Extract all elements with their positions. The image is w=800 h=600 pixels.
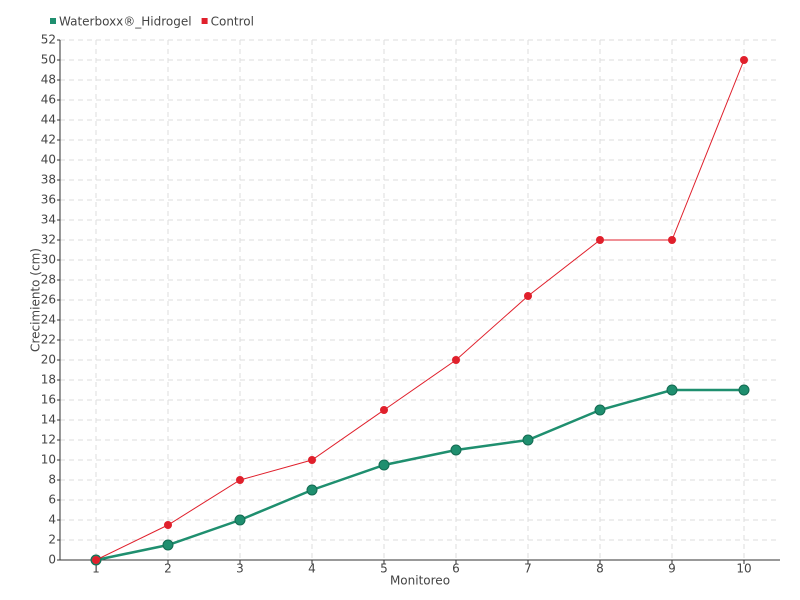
x-tick-label: 2 bbox=[164, 562, 172, 576]
y-tick-label: 50 bbox=[41, 53, 56, 67]
y-tick-label: 44 bbox=[41, 113, 56, 127]
data-point bbox=[308, 456, 316, 464]
y-tick-label: 20 bbox=[41, 353, 56, 367]
data-point bbox=[666, 384, 678, 396]
x-tick-label: 5 bbox=[380, 562, 388, 576]
y-tick-label: 36 bbox=[41, 193, 56, 207]
y-tick-label: 40 bbox=[41, 153, 56, 167]
y-tick-label: 42 bbox=[41, 133, 56, 147]
data-point bbox=[92, 556, 100, 564]
data-point bbox=[236, 476, 244, 484]
y-tick-label: 10 bbox=[41, 453, 56, 467]
y-tick-label: 2 bbox=[48, 533, 56, 547]
y-tick-label: 22 bbox=[41, 333, 56, 347]
x-axis-label: Monitoreo bbox=[390, 574, 450, 588]
data-point bbox=[668, 236, 676, 244]
x-tick-label: 4 bbox=[308, 562, 316, 576]
data-point bbox=[594, 404, 606, 416]
y-tick-label: 18 bbox=[41, 373, 56, 387]
y-tick-label: 30 bbox=[41, 253, 56, 267]
data-point bbox=[162, 539, 174, 551]
legend-label: Control bbox=[211, 15, 254, 29]
y-tick-label: 14 bbox=[41, 413, 56, 427]
data-point bbox=[450, 444, 462, 456]
x-tick-label: 7 bbox=[524, 562, 532, 576]
y-tick-label: 28 bbox=[41, 273, 56, 287]
data-point bbox=[740, 56, 748, 64]
y-tick-label: 12 bbox=[41, 433, 56, 447]
y-tick-label: 32 bbox=[41, 233, 56, 247]
x-tick-label: 3 bbox=[236, 562, 244, 576]
y-tick-label: 26 bbox=[41, 293, 56, 307]
data-point bbox=[524, 292, 532, 300]
y-tick-label: 6 bbox=[48, 493, 56, 507]
y-tick-label: 34 bbox=[41, 213, 56, 227]
y-tick-label: 48 bbox=[41, 73, 56, 87]
data-point bbox=[378, 459, 390, 471]
y-tick-label: 16 bbox=[41, 393, 56, 407]
y-tick-label: 52 bbox=[41, 33, 56, 47]
legend-swatch bbox=[201, 18, 208, 24]
x-tick-label: 6 bbox=[452, 562, 460, 576]
data-point bbox=[596, 236, 604, 244]
y-tick-label: 0 bbox=[48, 553, 56, 567]
y-tick-label: 46 bbox=[41, 93, 56, 107]
y-tick-label: 38 bbox=[41, 173, 56, 187]
data-point bbox=[380, 406, 388, 414]
y-tick-label: 24 bbox=[41, 313, 56, 327]
y-tick-label: 8 bbox=[48, 473, 56, 487]
x-tick-label: 1 bbox=[92, 562, 100, 576]
data-point bbox=[452, 356, 460, 364]
data-point bbox=[234, 514, 246, 526]
series-line bbox=[95, 388, 744, 562]
x-tick-label: 9 bbox=[668, 562, 676, 576]
data-point bbox=[522, 434, 534, 446]
data-point bbox=[306, 484, 318, 496]
y-axis-label: Crecimiento (cm) bbox=[29, 248, 43, 352]
legend-swatch bbox=[50, 18, 56, 24]
y-tick-label: 4 bbox=[48, 513, 56, 527]
legend-label: Waterboxx®_Hidrogel bbox=[59, 15, 192, 29]
x-tick-label: 10 bbox=[736, 562, 751, 576]
series-line bbox=[95, 59, 745, 561]
data-point bbox=[164, 521, 172, 529]
data-point bbox=[738, 384, 750, 396]
x-tick-label: 8 bbox=[596, 562, 604, 576]
